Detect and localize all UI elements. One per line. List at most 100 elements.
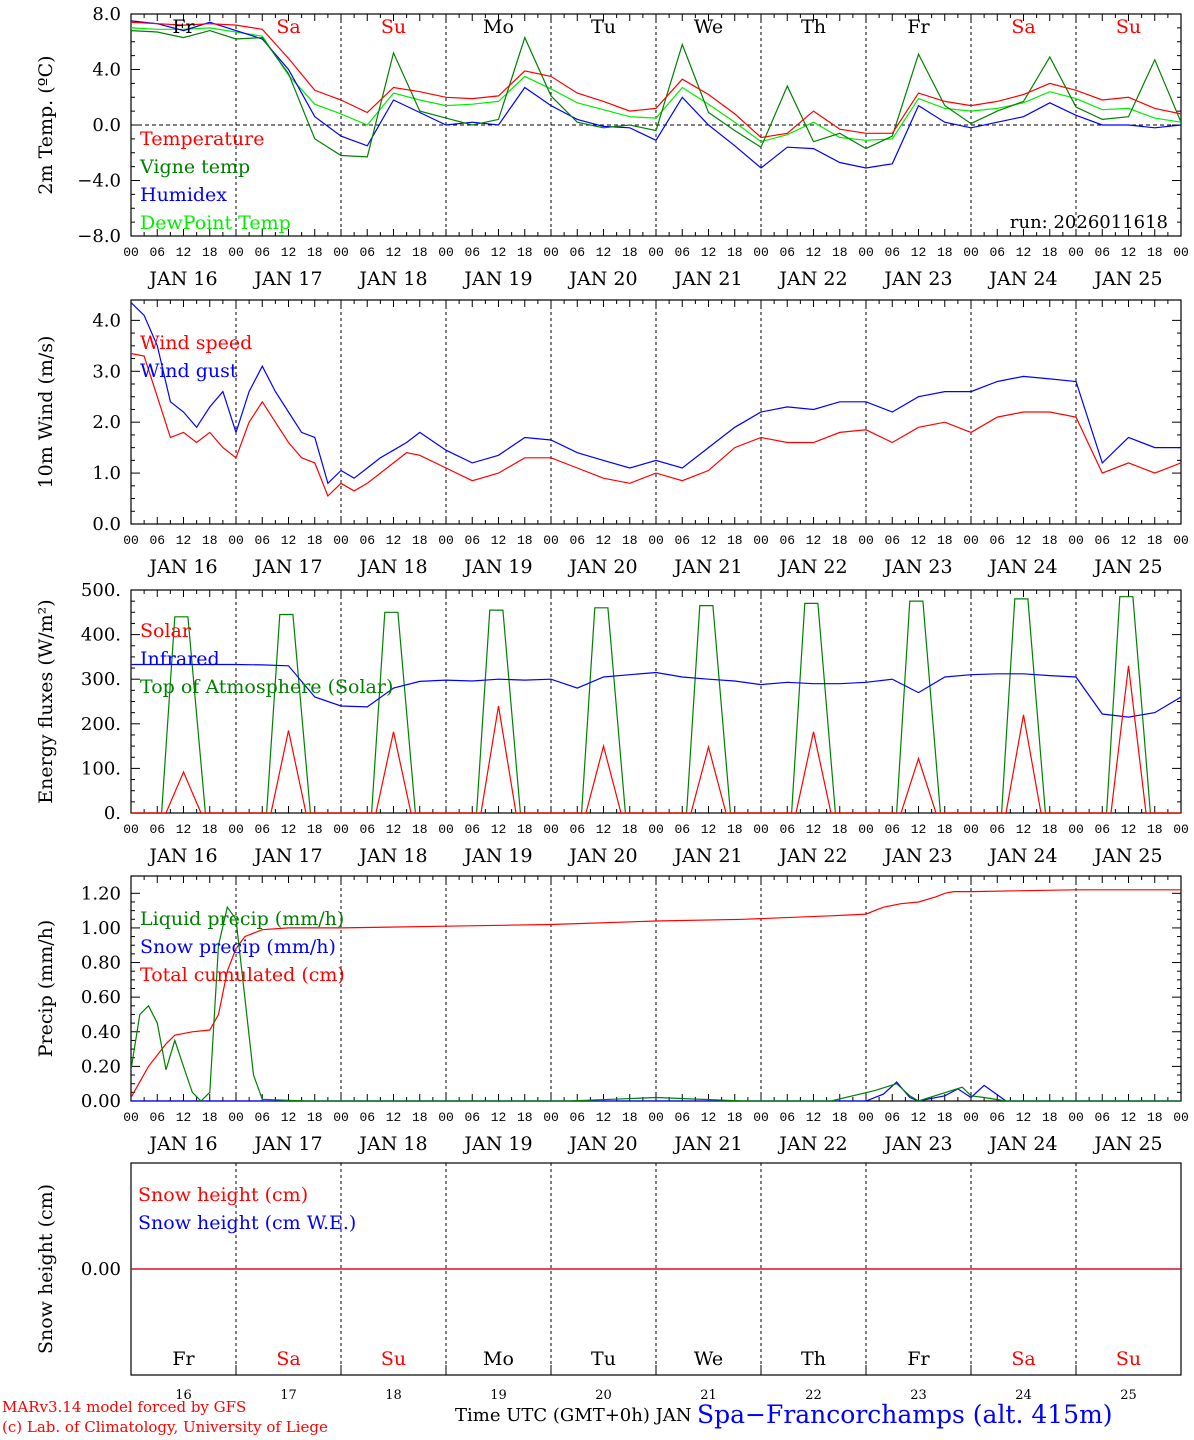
hour-tick-label: 18 (1147, 245, 1163, 260)
day-label: JAN 25 (1092, 556, 1162, 578)
y-tick-label: 0.0 (92, 514, 121, 535)
panel-3: 500. 400. 300. 200. 100. 0. Energy fluxes (W/m… (35, 580, 1189, 867)
weekday-label-bottom: Su (1116, 1348, 1141, 1370)
hour-tick-label: 06 (989, 1110, 1005, 1125)
hour-tick-label: 12 (806, 245, 822, 260)
hour-tick-label: 06 (674, 822, 690, 837)
footer-copyright: (c) Lab. of Climatology, University of L… (2, 1418, 328, 1436)
weekday-label-top: Fr (907, 16, 930, 38)
day-label: JAN 23 (882, 556, 952, 578)
legend-entry: Snow height (cm) (138, 1184, 308, 1206)
hour-tick-label: 06 (989, 245, 1005, 260)
hour-tick-label: 00 (1068, 245, 1084, 260)
hour-tick-label: 00 (228, 245, 244, 260)
hour-tick-label: 06 (464, 533, 480, 548)
hour-tick-label: 00 (858, 533, 874, 548)
hour-tick-label: 00 (1173, 533, 1189, 548)
hour-tick-label: 00 (228, 1110, 244, 1125)
day-label: JAN 16 (147, 1133, 217, 1155)
weekday-label-top: Fr (172, 16, 195, 38)
hour-tick-label: 06 (884, 533, 900, 548)
y-tick-label: 0.80 (81, 953, 121, 974)
hour-tick-label: 00 (438, 1110, 454, 1125)
series-line-humidex (131, 20, 1181, 169)
hour-tick-label: 00 (648, 1110, 664, 1125)
hour-tick-label: 06 (254, 533, 270, 548)
day-number-label: 22 (805, 1388, 822, 1403)
hour-tick-label: 12 (806, 533, 822, 548)
weekday-label-top: Tu (591, 16, 616, 38)
day-label: JAN 22 (777, 556, 847, 578)
hour-tick-label: 18 (307, 245, 323, 260)
hour-tick-label: 18 (517, 822, 533, 837)
day-number-label: 25 (1120, 1388, 1137, 1403)
day-label: JAN 18 (357, 1133, 427, 1155)
hour-tick-label: 06 (149, 245, 165, 260)
hour-tick-label: 06 (779, 1110, 795, 1125)
hour-tick-label: 12 (176, 533, 192, 548)
day-label: JAN 20 (567, 1133, 637, 1155)
hour-tick-label: 00 (753, 533, 769, 548)
hour-tick-label: 12 (491, 1110, 507, 1125)
hour-tick-label: 06 (674, 1110, 690, 1125)
legend-entry: Solar (140, 620, 192, 642)
hour-tick-label: 12 (491, 533, 507, 548)
y-tick-label: 200. (81, 714, 121, 735)
day-label: JAN 24 (987, 845, 1057, 867)
hour-tick-label: 06 (989, 822, 1005, 837)
hour-tick-label: 00 (543, 1110, 559, 1125)
hour-tick-label: 00 (1173, 245, 1189, 260)
hour-tick-label: 18 (517, 533, 533, 548)
day-label: JAN 24 (987, 556, 1057, 578)
hour-tick-label: 00 (543, 822, 559, 837)
y-tick-label: 0.0 (92, 115, 121, 136)
day-label: JAN 16 (147, 556, 217, 578)
hour-tick-label: 00 (648, 533, 664, 548)
hour-tick-label: 06 (254, 1110, 270, 1125)
hour-tick-label: 12 (701, 245, 717, 260)
hour-tick-label: 12 (911, 533, 927, 548)
y-tick-label: 0.00 (81, 1091, 121, 1112)
day-number-label: 21 (700, 1388, 717, 1403)
y-tick-label: 0. (104, 803, 121, 824)
weekday-label-bottom: Tu (591, 1348, 616, 1370)
hour-tick-label: 12 (596, 245, 612, 260)
hour-tick-label: 18 (1042, 533, 1058, 548)
hour-tick-label: 06 (569, 245, 585, 260)
day-label: JAN 20 (567, 845, 637, 867)
hour-tick-label: 00 (438, 822, 454, 837)
hour-tick-label: 12 (386, 533, 402, 548)
weekday-label-bottom: Mo (483, 1348, 514, 1370)
station-label: Spa−Francorchamps (alt. 415m) (697, 1400, 1113, 1429)
hour-tick-label: 12 (1121, 1110, 1137, 1125)
weekday-label-bottom: We (694, 1348, 723, 1370)
hour-tick-label: 00 (123, 1110, 139, 1125)
day-number-label: 23 (910, 1388, 927, 1403)
hour-tick-label: 06 (359, 245, 375, 260)
hour-tick-label: 06 (989, 533, 1005, 548)
weekday-label-top: Sa (1011, 16, 1035, 38)
legend-entry: Infrared (140, 648, 220, 670)
hour-tick-label: 06 (1094, 245, 1110, 260)
series-line-dewpoint-temp (131, 27, 1181, 143)
hour-tick-label: 18 (307, 1110, 323, 1125)
hour-tick-label: 12 (281, 533, 297, 548)
panel-1: 8.0 4.0 0.0 −4.0 −8.0 2m Temp. (ºC) Temperatur… (35, 4, 1189, 290)
y-axis-label: Precip (mm/h) (35, 920, 57, 1058)
y-axis-label: Energy fluxes (W/m²) (35, 599, 57, 803)
hour-tick-label: 12 (281, 822, 297, 837)
day-label: JAN 22 (777, 845, 847, 867)
y-tick-label: 3.0 (92, 361, 121, 382)
hour-tick-label: 18 (622, 245, 638, 260)
y-tick-label: 4.0 (92, 60, 121, 81)
day-label: JAN 20 (567, 556, 637, 578)
hour-tick-label: 18 (1147, 533, 1163, 548)
weekday-label-bottom: Su (381, 1348, 406, 1370)
hour-tick-label: 18 (202, 245, 218, 260)
series-line-total-cumulated-cm- (131, 889, 1181, 1098)
day-label: JAN 24 (987, 268, 1057, 290)
weekday-label-bottom: Sa (1011, 1348, 1035, 1370)
hour-tick-label: 06 (779, 245, 795, 260)
day-label: JAN 19 (462, 556, 532, 578)
